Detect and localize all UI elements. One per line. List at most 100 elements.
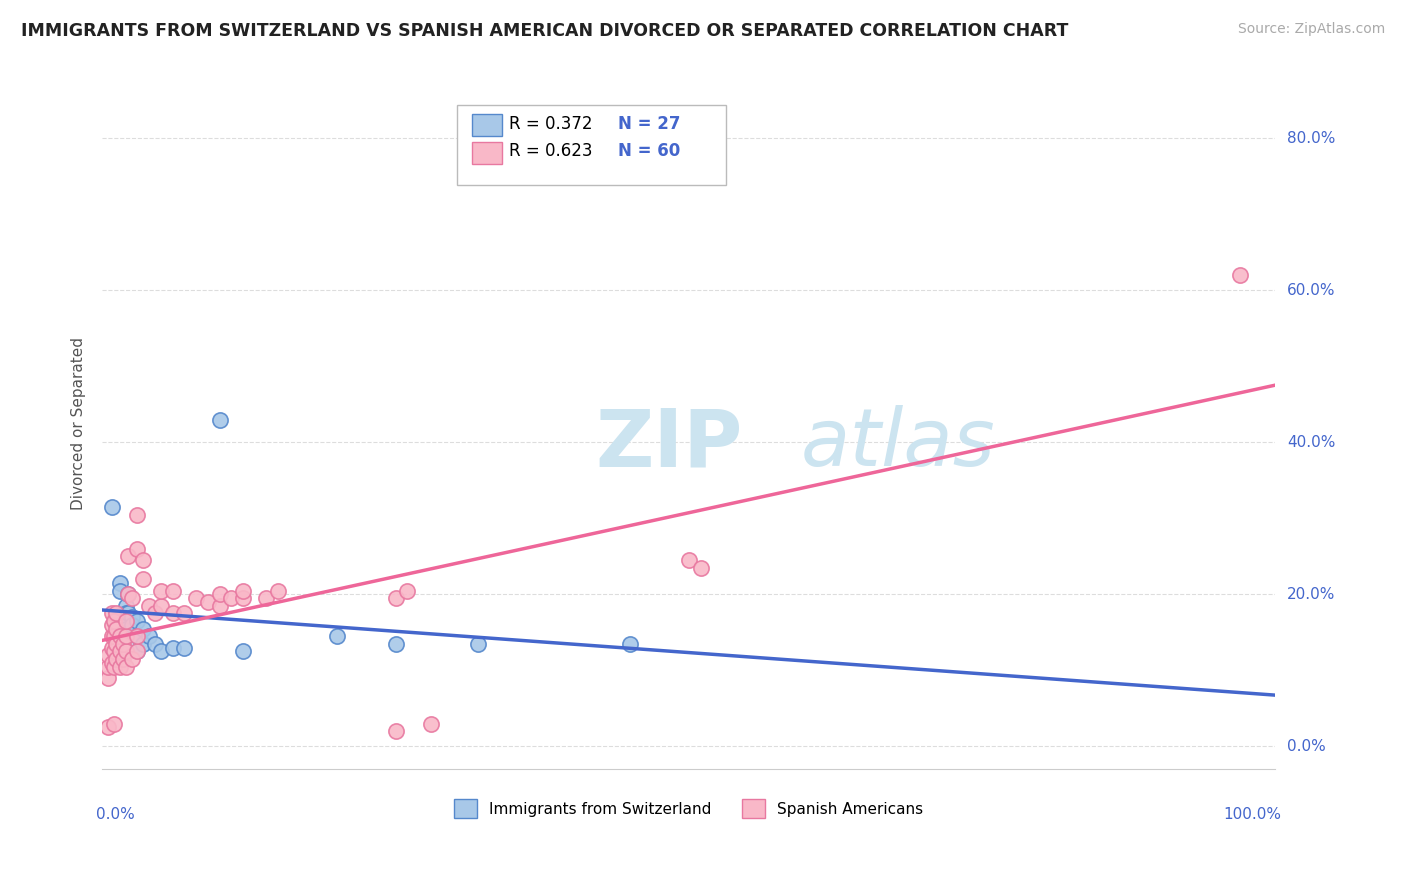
Point <box>143 607 166 621</box>
FancyBboxPatch shape <box>472 114 502 136</box>
Point <box>127 629 149 643</box>
Point <box>105 637 128 651</box>
Text: atlas: atlas <box>800 405 995 483</box>
Point <box>149 583 172 598</box>
Point <box>100 618 122 632</box>
Point <box>127 644 149 658</box>
Point <box>108 629 131 643</box>
Point <box>232 583 254 598</box>
Text: 80.0%: 80.0% <box>1286 131 1336 145</box>
Text: Source: ZipAtlas.com: Source: ZipAtlas.com <box>1237 22 1385 37</box>
Text: ZIP: ZIP <box>595 405 742 483</box>
Text: IMMIGRANTS FROM SWITZERLAND VS SPANISH AMERICAN DIVORCED OR SEPARATED CORRELATIO: IMMIGRANTS FROM SWITZERLAND VS SPANISH A… <box>21 22 1069 40</box>
Point <box>678 553 700 567</box>
Point <box>100 656 122 670</box>
Point <box>384 724 406 739</box>
Point <box>114 622 136 636</box>
Point <box>127 508 149 522</box>
Point <box>162 607 184 621</box>
Point <box>467 637 489 651</box>
Point <box>103 629 125 643</box>
Point <box>117 607 139 621</box>
Point <box>149 599 172 613</box>
Point <box>162 640 184 655</box>
Point <box>232 591 254 606</box>
Point <box>114 607 136 621</box>
Point <box>132 622 155 636</box>
Point <box>256 591 278 606</box>
Point <box>127 629 149 643</box>
Point <box>127 614 149 628</box>
Point <box>138 629 160 643</box>
Point <box>114 599 136 613</box>
Point <box>105 652 128 666</box>
Point <box>97 659 120 673</box>
Text: 40.0%: 40.0% <box>1286 435 1336 450</box>
Point <box>173 640 195 655</box>
Point <box>108 644 131 658</box>
Point <box>108 659 131 673</box>
Point <box>132 637 155 651</box>
Point <box>97 648 120 663</box>
Point <box>114 614 136 628</box>
Point <box>132 553 155 567</box>
Point <box>232 644 254 658</box>
Point <box>103 716 125 731</box>
Point <box>184 591 207 606</box>
Point <box>114 644 136 658</box>
Point <box>114 629 136 643</box>
Text: 20.0%: 20.0% <box>1286 587 1336 602</box>
Text: 100.0%: 100.0% <box>1223 807 1281 822</box>
Point <box>114 614 136 628</box>
Text: 0.0%: 0.0% <box>1286 739 1326 754</box>
Point <box>121 610 143 624</box>
Point <box>267 583 290 598</box>
Point <box>619 637 641 651</box>
Point <box>384 637 406 651</box>
Point <box>208 587 231 601</box>
Point <box>208 599 231 613</box>
Point <box>108 583 131 598</box>
Point <box>143 637 166 651</box>
Point <box>208 412 231 426</box>
Point <box>100 640 122 655</box>
Point <box>121 618 143 632</box>
FancyBboxPatch shape <box>472 142 502 164</box>
Point <box>121 652 143 666</box>
Text: N = 27: N = 27 <box>619 115 681 133</box>
Point <box>138 599 160 613</box>
Text: 0.0%: 0.0% <box>97 807 135 822</box>
Legend: Immigrants from Switzerland, Spanish Americans: Immigrants from Switzerland, Spanish Ame… <box>449 793 929 824</box>
Point <box>384 591 406 606</box>
Point <box>100 607 122 621</box>
Point <box>396 583 419 598</box>
Point <box>117 549 139 564</box>
Point <box>326 629 349 643</box>
Text: 60.0%: 60.0% <box>1286 283 1336 298</box>
Point <box>103 659 125 673</box>
Point <box>105 622 128 636</box>
Text: R = 0.372: R = 0.372 <box>509 115 593 133</box>
Point <box>100 629 122 643</box>
Point <box>108 576 131 591</box>
Point <box>100 500 122 514</box>
Point <box>105 607 128 621</box>
Point <box>149 644 172 658</box>
Point <box>103 614 125 628</box>
Point <box>1229 268 1251 282</box>
Point <box>114 659 136 673</box>
Point <box>419 716 441 731</box>
Point <box>689 561 711 575</box>
Y-axis label: Divorced or Separated: Divorced or Separated <box>72 337 86 510</box>
Point <box>97 721 120 735</box>
Point <box>121 591 143 606</box>
Point <box>103 644 125 658</box>
Point <box>127 541 149 556</box>
Point <box>112 652 135 666</box>
Point <box>117 587 139 601</box>
Point <box>162 583 184 598</box>
Point <box>197 595 219 609</box>
Text: N = 60: N = 60 <box>619 143 681 161</box>
Text: R = 0.623: R = 0.623 <box>509 143 593 161</box>
FancyBboxPatch shape <box>457 105 727 185</box>
